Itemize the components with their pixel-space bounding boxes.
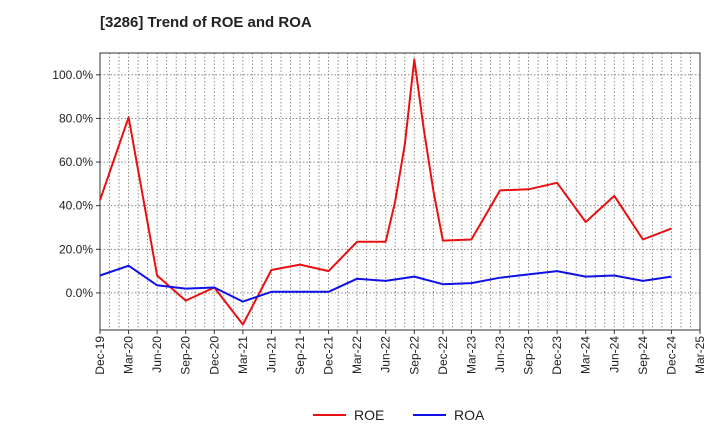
y-tick-label: 60.0%: [59, 155, 93, 169]
x-tick-label: Mar-23: [464, 336, 478, 374]
x-tick-label: Jun-22: [379, 336, 393, 373]
x-tick-label: Jun-21: [264, 336, 278, 373]
x-axis: Dec-19 Mar-20 Jun-20 Sep-20 Dec-20 Mar-21 Jun-…: [93, 330, 707, 375]
x-tick-label: Mar-24: [579, 336, 593, 374]
y-tick-label: 100.0%: [52, 68, 93, 82]
x-tick-label: Dec-21: [322, 336, 336, 375]
series-line-roa: [99, 264, 672, 303]
x-tick-label: Dec-22: [436, 336, 450, 375]
y-tick-label: 0.0%: [66, 286, 94, 300]
legend-label-roe: ROE: [354, 407, 384, 423]
x-tick-label: Dec-23: [550, 336, 564, 375]
legend-label-roa: ROA: [454, 407, 485, 423]
x-tick-label: Jun-24: [607, 336, 621, 373]
x-tick-label: Sep-21: [293, 336, 307, 375]
x-tick-label: Jun-23: [493, 336, 507, 373]
x-tick-label: Mar-25: [693, 336, 707, 374]
x-tick-label: Sep-22: [407, 336, 421, 375]
y-axis: 0.0% 20.0% 40.0% 60.0% 80.0% 100.0%: [52, 68, 100, 300]
x-tick-label: Dec-19: [93, 336, 107, 375]
x-tick-label: Dec-20: [207, 336, 221, 375]
x-tick-label: Jun-20: [150, 336, 164, 373]
x-tick-label: Sep-20: [179, 336, 193, 375]
x-tick-label: Mar-20: [122, 336, 136, 374]
legend: ROE ROA: [313, 407, 485, 423]
x-tick-label: Sep-24: [636, 336, 650, 375]
x-tick-label: Sep-23: [522, 336, 536, 375]
x-tick-label: Mar-21: [236, 336, 250, 374]
plot-frame: [99, 52, 701, 331]
y-tick-label: 80.0%: [59, 111, 93, 125]
series: [99, 58, 672, 326]
chart-title: [3286] Trend of ROE and ROA: [100, 14, 312, 31]
x-tick-label: Mar-22: [350, 336, 364, 374]
y-tick-label: 20.0%: [59, 242, 93, 256]
x-tick-label: Dec-24: [664, 336, 678, 375]
y-tick-label: 40.0%: [59, 199, 93, 213]
